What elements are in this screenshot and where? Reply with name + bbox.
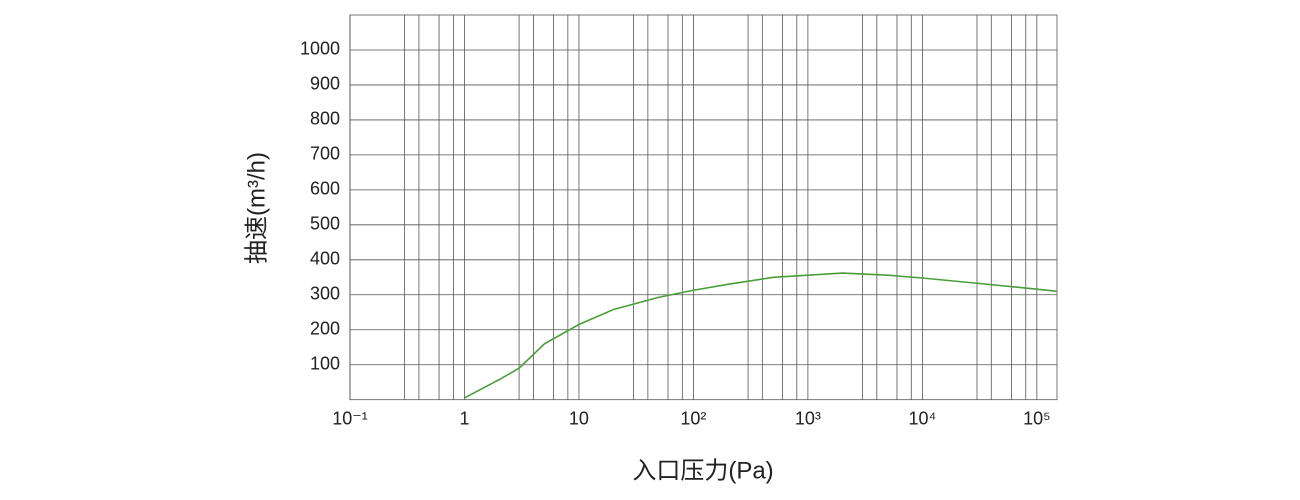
y-tick-label: 400 xyxy=(310,249,340,269)
y-tick-label: 1000 xyxy=(300,39,340,59)
x-tick-label: 10³ xyxy=(795,408,821,428)
x-tick-label: 10⁻¹ xyxy=(332,408,368,428)
x-tick-label: 1 xyxy=(459,408,469,428)
y-tick-label: 200 xyxy=(310,319,340,339)
x-axis-label: 入口压力(Pa) xyxy=(632,457,773,484)
y-tick-label: 900 xyxy=(310,74,340,94)
y-tick-label: 500 xyxy=(310,214,340,234)
y-axis-label: 抽速(m³/h) xyxy=(243,152,270,264)
x-tick-label: 10² xyxy=(680,408,706,428)
plot-frame xyxy=(349,14,1058,401)
y-tick-label: 300 xyxy=(310,284,340,304)
x-tick-label: 10⁴ xyxy=(908,408,936,428)
x-tick-label: 10⁵ xyxy=(1023,408,1050,428)
y-tick-label: 800 xyxy=(310,109,340,129)
y-tick-label: 600 xyxy=(310,179,340,199)
y-tick-label: 100 xyxy=(310,353,340,373)
data-line xyxy=(464,272,1058,399)
y-tick-label: 700 xyxy=(310,144,340,164)
x-tick-label: 10 xyxy=(569,408,589,428)
